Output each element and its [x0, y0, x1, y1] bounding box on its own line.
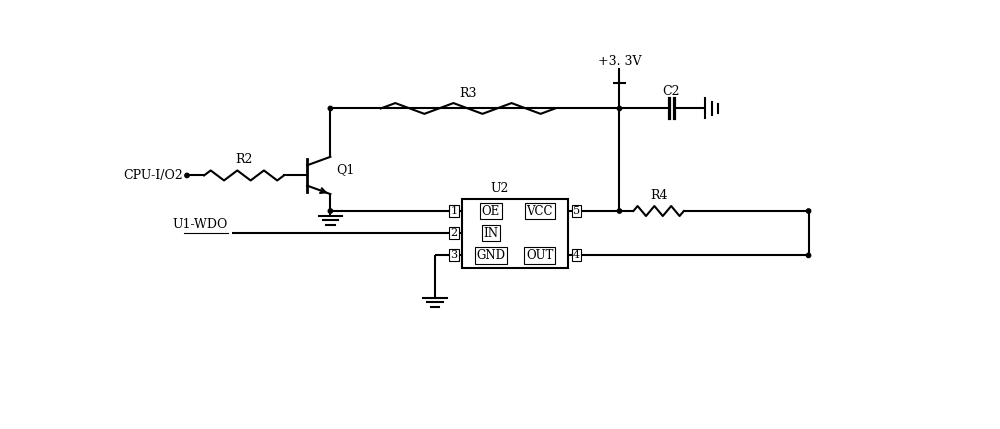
Text: VCC: VCC: [526, 205, 553, 218]
Circle shape: [328, 209, 333, 213]
Text: OE: OE: [482, 205, 500, 218]
Circle shape: [185, 173, 189, 178]
Text: 3: 3: [450, 251, 457, 260]
Text: 5: 5: [573, 206, 580, 216]
Text: C2: C2: [663, 85, 680, 98]
Text: CPU-I/O2: CPU-I/O2: [123, 169, 183, 182]
Text: 2: 2: [450, 228, 457, 238]
Circle shape: [617, 106, 622, 111]
Text: OUT: OUT: [526, 249, 553, 262]
Text: 1: 1: [450, 206, 457, 216]
Bar: [462, 199, 568, 268]
Circle shape: [806, 253, 811, 257]
Text: R4: R4: [650, 189, 667, 202]
Text: 4: 4: [573, 251, 580, 260]
Text: GND: GND: [476, 249, 505, 262]
Circle shape: [617, 209, 622, 213]
Text: +3. 3V: +3. 3V: [598, 54, 641, 68]
Text: Q1: Q1: [337, 163, 355, 176]
Text: U1-WDO: U1-WDO: [173, 218, 228, 231]
Text: R2: R2: [235, 153, 253, 166]
Circle shape: [806, 209, 811, 213]
Circle shape: [328, 106, 333, 111]
Text: U2: U2: [490, 182, 508, 196]
Text: R3: R3: [459, 87, 477, 100]
Text: IN: IN: [483, 227, 498, 240]
